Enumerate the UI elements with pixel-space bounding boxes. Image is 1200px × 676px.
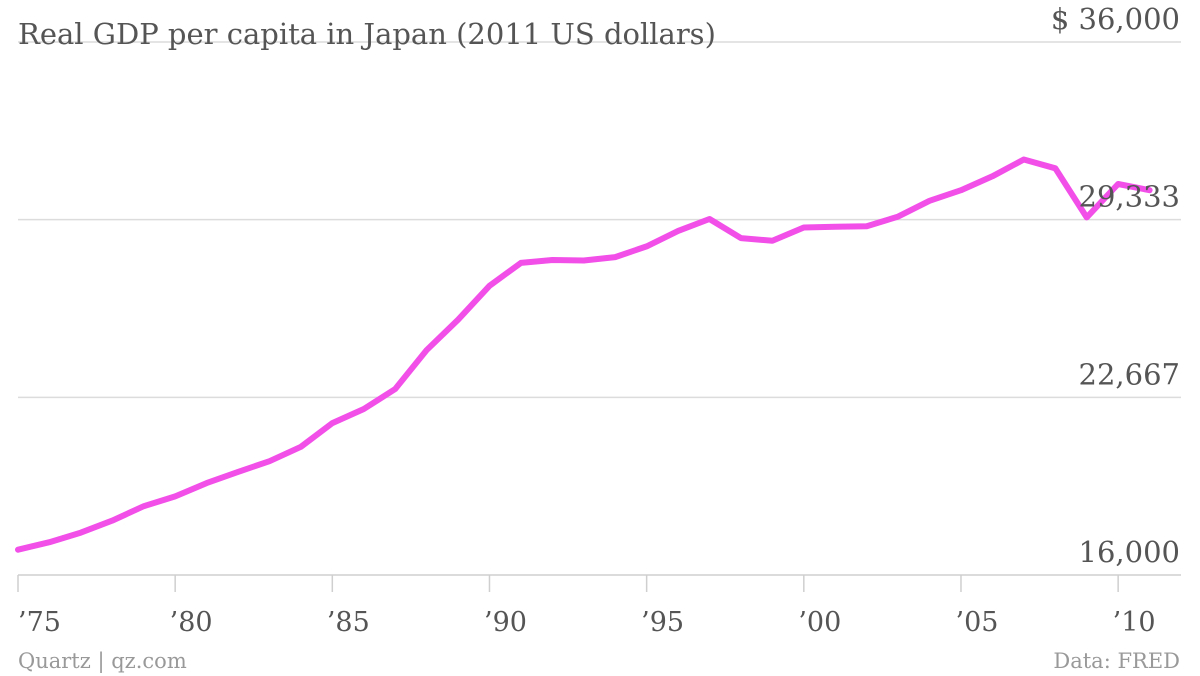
y-tick-label: 29,333 [1079,180,1180,214]
x-tick-label: ’75 [18,607,61,638]
x-tick-label: ’05 [955,607,998,638]
x-tick-label: ’10 [1113,607,1156,638]
gridlines [18,41,1181,576]
x-tick-label: ’90 [484,607,527,638]
chart-title: Real GDP per capita in Japan (2011 US do… [18,17,716,51]
x-tick-label: ’80 [170,607,213,638]
y-tick-label: $ 36,000 [1051,2,1180,36]
x-tick-label: ’95 [641,607,684,638]
x-tick-label: ’85 [327,607,370,638]
series-layer [15,156,1153,553]
y-tick-label: 16,000 [1079,535,1180,569]
x-axis-labels: ’75 ’80 ’85 ’90 ’95 ’00 ’05 ’10 [18,607,1156,638]
x-tick-label: ’00 [798,607,841,638]
series-line [15,156,1153,553]
y-axis-labels: $ 36,000 29,333 22,667 16,000 [1051,2,1180,569]
x-axis [17,575,1119,592]
y-tick-label: 22,667 [1079,357,1180,391]
source-credit: Quartz | qz.com [18,649,187,674]
data-source: Data: FRED [1053,649,1180,673]
